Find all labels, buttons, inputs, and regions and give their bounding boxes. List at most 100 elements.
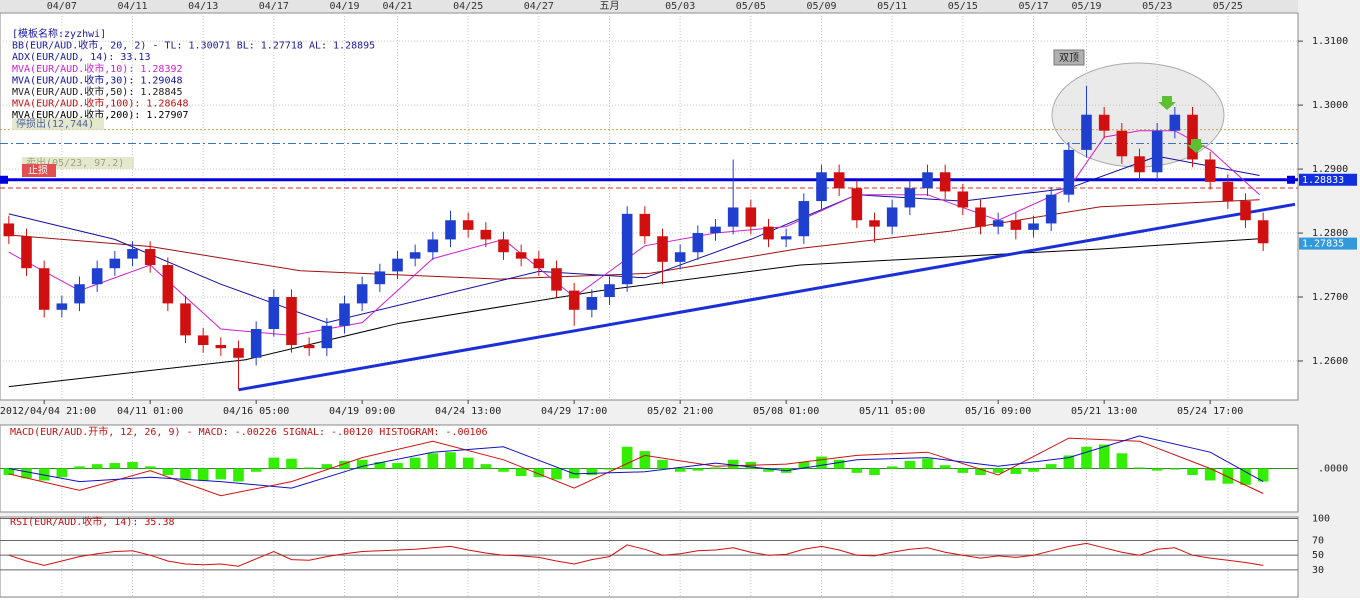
histogram-bar (215, 468, 227, 480)
y-tick-label: .0000 (1318, 464, 1348, 475)
candle-body (427, 239, 439, 253)
candle-body (21, 236, 32, 269)
pattern-highlight (1051, 62, 1225, 168)
histogram-bar (586, 468, 598, 476)
macd-line (8, 435, 1264, 489)
histogram-bar (886, 466, 898, 469)
candle-body (109, 258, 121, 269)
x-tick-label: 05/16 09:00 (965, 406, 1031, 417)
candle-body (992, 220, 1004, 227)
histogram-bar (21, 468, 32, 479)
candle-body (833, 172, 845, 189)
histogram-bar (339, 460, 350, 469)
histogram-bar (604, 468, 615, 470)
macd-line (8, 437, 1264, 497)
candle-body (568, 290, 580, 310)
candle-body (922, 172, 933, 189)
histogram-bar (674, 468, 686, 472)
price-box (1299, 173, 1357, 186)
histogram-bar (621, 446, 633, 469)
y-tick-label: 70 (1312, 535, 1324, 546)
histogram-bar (816, 456, 827, 469)
candle-body (268, 297, 280, 329)
top-date-label: 05/11 (877, 1, 907, 12)
x-tick-label: 04/29 17:00 (541, 406, 607, 417)
y-tick-label: 30 (1312, 565, 1324, 576)
candle-body (56, 303, 68, 310)
candle-body (869, 220, 880, 227)
top-date-label: 04/21 (382, 1, 412, 12)
candle-body (604, 284, 615, 298)
histogram-bar (1222, 468, 1234, 484)
y-tick-label: 1.2800 (1312, 228, 1348, 239)
histogram-bar (533, 468, 545, 478)
histogram-bar (462, 457, 474, 469)
candle-body (692, 233, 704, 253)
x-tick-label: 04/16 05:00 (223, 406, 289, 417)
top-date-strip (0, 0, 1298, 12)
histogram-bar (1257, 468, 1269, 482)
histogram-bar (38, 468, 50, 481)
candle-body (286, 297, 297, 345)
top-date-label: 05/17 (1018, 1, 1048, 12)
histogram-bar (1045, 464, 1057, 469)
candle-body (1151, 130, 1163, 173)
histogram-bar (1187, 468, 1198, 476)
candle-body (674, 252, 686, 262)
candle-body (657, 236, 668, 262)
candle-body (1010, 220, 1022, 230)
candle-body (1240, 201, 1251, 221)
candle-body (533, 258, 545, 269)
pattern-label: 双顶 (1059, 52, 1079, 64)
histogram-bar (197, 468, 209, 481)
histogram-bar (268, 457, 280, 469)
candle-body (303, 344, 315, 349)
candle-body (551, 268, 562, 291)
top-date-label: 05/19 (1071, 1, 1101, 12)
candle-body (1187, 114, 1198, 160)
x-tick-label: 05/08 01:00 (753, 406, 819, 417)
candle-body (763, 226, 774, 240)
stop-box (22, 164, 56, 177)
histogram-bar (409, 457, 421, 469)
candle-body (957, 191, 969, 208)
histogram-bar (144, 466, 156, 469)
histogram-bar (657, 459, 668, 469)
histogram-bar (109, 463, 121, 469)
histogram-bar (1063, 455, 1075, 469)
candle-body (639, 213, 651, 237)
top-date-label: 五月 (600, 0, 620, 12)
candle-body (975, 207, 986, 227)
histogram-bar (515, 468, 527, 477)
histogram-bar (498, 468, 509, 472)
candle-body (780, 236, 792, 240)
legend-entry: MVA(EUR/AUD.收市,30): 1.29048 (12, 73, 183, 86)
histogram-bar (374, 461, 386, 469)
candle-body (374, 271, 386, 285)
histogram-bar (551, 468, 562, 480)
histogram-bar (851, 468, 863, 473)
histogram-bar (1010, 468, 1022, 474)
candle-body (939, 172, 951, 192)
level-handle (0, 175, 8, 184)
candle-body (1028, 223, 1039, 230)
legend-entry: MVA(EUR/AUD.收市,50): 1.28845 (12, 85, 183, 98)
legend-entry: MVA(EUR/AUD.收市,200): 1.27907 (12, 108, 189, 121)
top-date-label: 04/27 (524, 1, 554, 12)
legend-entry: MVA(EUR/AUD.收市,100): 1.28648 (12, 97, 189, 110)
macd-title: MACD(EUR/AUD.开市, 12, 26, 9) - MACD: -.00… (10, 425, 488, 438)
legend-entry: [模板名称:zyzhwi] (12, 27, 106, 40)
histogram-bar (939, 465, 951, 469)
histogram-bar (798, 461, 810, 469)
histogram-bar (710, 467, 721, 469)
candle-body (445, 220, 456, 240)
candle-body (586, 297, 598, 310)
y-tick-label: 1.2900 (1312, 164, 1348, 175)
legend-entry: BB(EUR/AUD.收市, 20, 2) - TL: 1.30071 BL: … (12, 39, 375, 52)
histogram-bar (1134, 467, 1145, 469)
candle-body (1045, 194, 1057, 224)
y-tick-label: 1.2600 (1312, 356, 1348, 367)
y-tick-label: 50 (1312, 550, 1324, 561)
candle-body (1204, 159, 1216, 182)
y-tick-label: 1.3000 (1312, 100, 1348, 111)
